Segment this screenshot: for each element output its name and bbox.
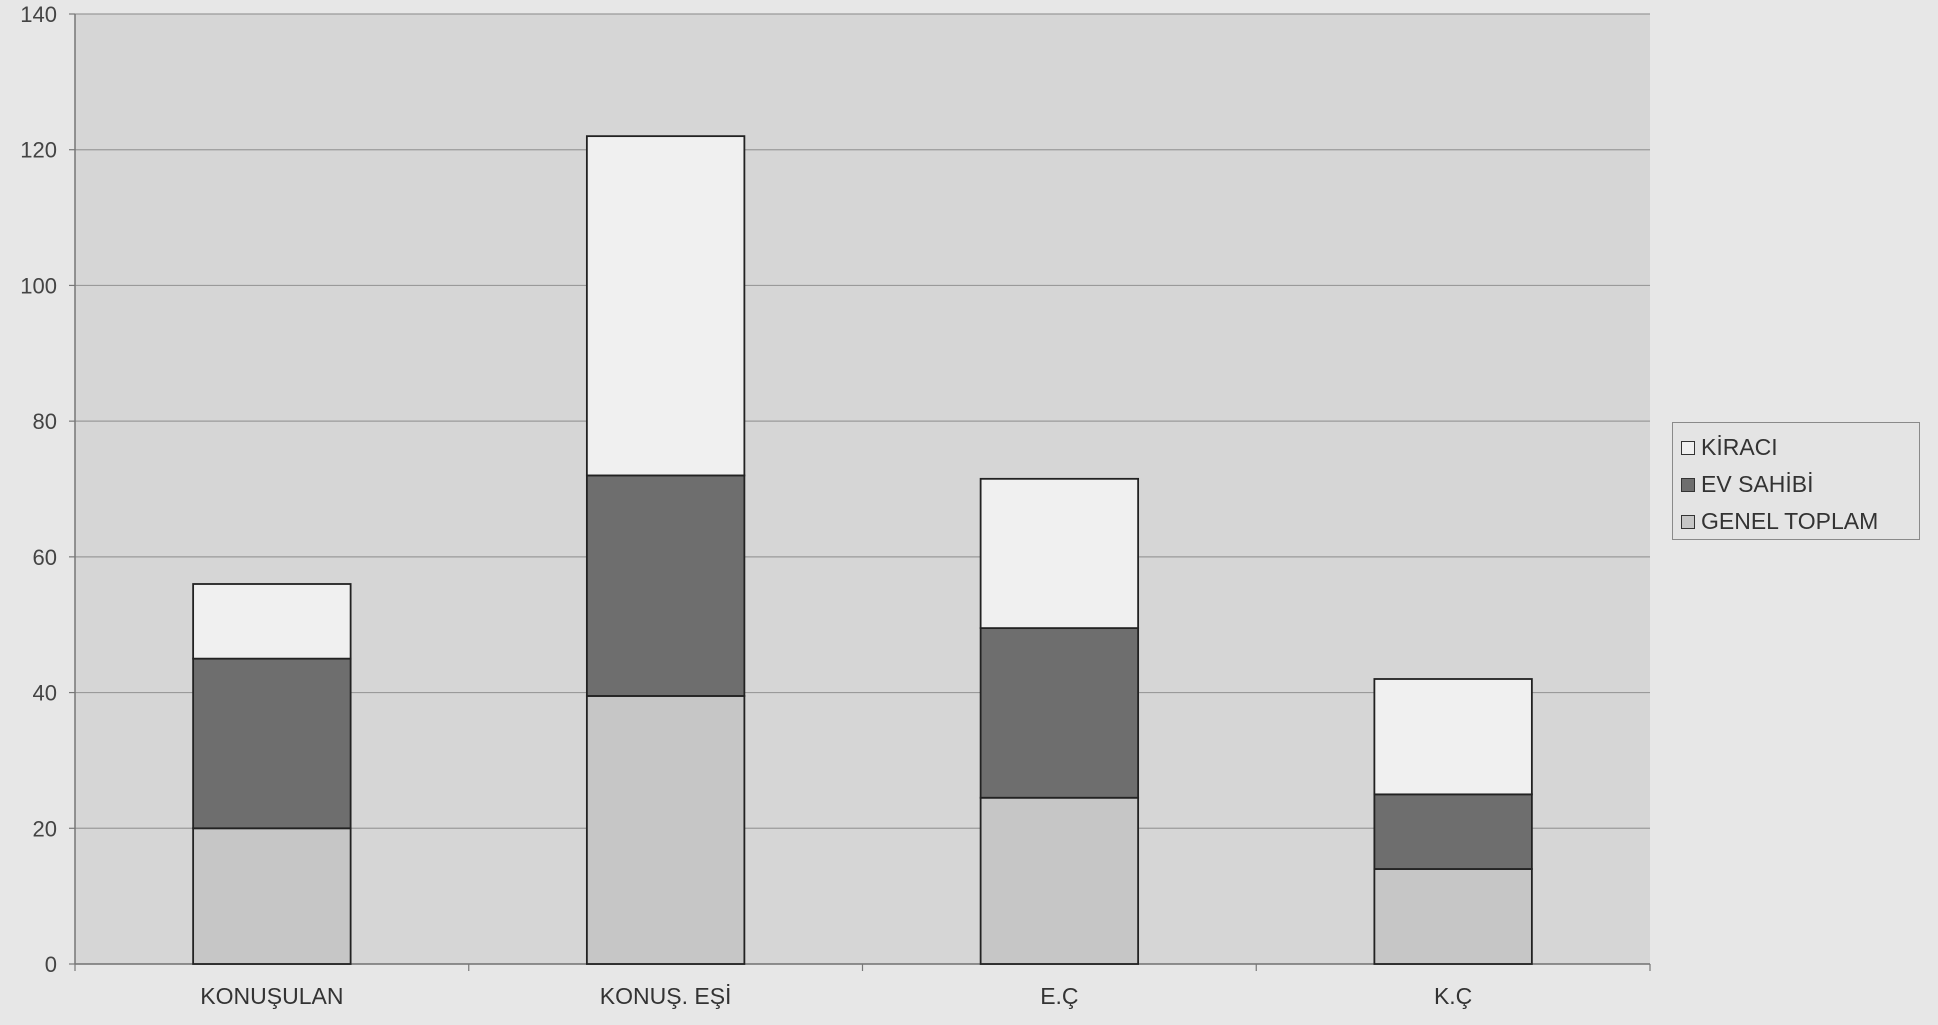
y-tick-label-100: 100 <box>20 273 57 298</box>
legend-item-ev-sahibi: EV SAHİBİ <box>1681 466 1919 503</box>
bar-3-series-1 <box>979 796 1140 965</box>
bar-3-series-3 <box>979 477 1140 630</box>
y-tick-label-60: 60 <box>33 545 57 570</box>
x-tick-label-3: E.Ç <box>1040 983 1078 1009</box>
legend-swatch-ev-sahibi <box>1681 477 1695 492</box>
legend-label-genel-toplam: GENEL TOPLAM <box>1701 508 1879 534</box>
bar-4-series-2 <box>1373 793 1533 870</box>
x-tick-label-2: KONUŞ. EŞİ <box>600 983 732 1009</box>
legend-label-ev-sahibi: EV SAHİBİ <box>1701 471 1814 497</box>
legend-swatch-genel-toplam <box>1681 514 1695 529</box>
y-tick-label-140: 140 <box>20 2 57 27</box>
y-tick-label-0: 0 <box>45 952 57 977</box>
legend-label-kiraci: KİRACI <box>1701 434 1778 460</box>
bar-2-series-2 <box>585 474 746 697</box>
y-tick-label-40: 40 <box>33 681 57 706</box>
bar-3-series-2 <box>979 627 1140 799</box>
x-tick-label-4: K.Ç <box>1434 983 1472 1009</box>
bar-1-series-2 <box>192 657 352 830</box>
legend: KİRACI EV SAHİBİ GENEL TOPLAM <box>1672 422 1920 540</box>
bar-1-series-1 <box>192 827 352 965</box>
bar-2-series-1 <box>585 695 746 965</box>
y-tick-label-80: 80 <box>33 409 57 434</box>
bar-4-series-1 <box>1373 868 1533 965</box>
legend-swatch-kiraci <box>1681 440 1695 455</box>
legend-item-genel-toplam: GENEL TOPLAM <box>1681 503 1919 540</box>
legend-item-kiraci: KİRACI <box>1681 429 1919 466</box>
y-tick-label-120: 120 <box>20 138 57 163</box>
bar-4-series-3 <box>1373 678 1533 796</box>
bar-2-series-3 <box>585 135 746 477</box>
bar-1-series-3 <box>192 583 352 660</box>
x-tick-label-1: KONUŞULAN <box>200 983 343 1009</box>
y-tick-label-20: 20 <box>33 816 57 841</box>
